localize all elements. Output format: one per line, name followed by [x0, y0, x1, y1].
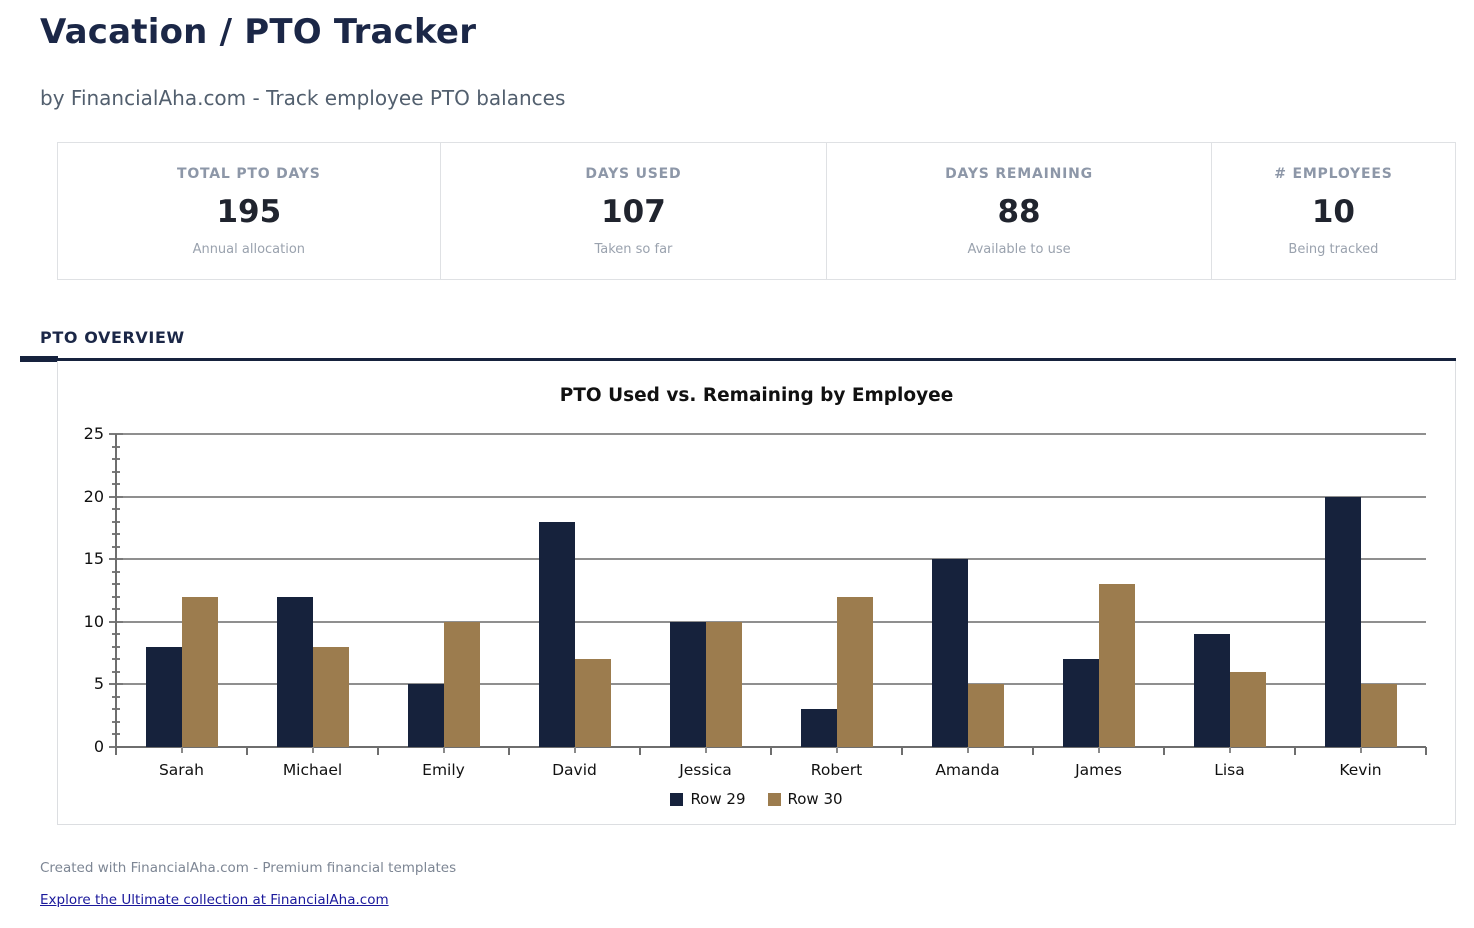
stat-label: # EMPLOYEES: [1274, 165, 1393, 182]
bar-row-30-robert: [836, 596, 873, 747]
bar-row-30-kevin: [1360, 684, 1397, 747]
y-axis-tick-label: 15: [83, 549, 104, 569]
bar-row-29-kevin: [1324, 496, 1361, 747]
gridline-y-20: [116, 495, 1426, 498]
stats-row: TOTAL PTO DAYS 195 Annual allocation DAY…: [57, 142, 1456, 280]
stat-value: 88: [997, 193, 1041, 230]
bar-chart-plot-area: 0 5 10 15 20 25 Sarah Michael Emily David Jessica R…: [84, 424, 1427, 779]
section-divider-accent: [20, 356, 58, 362]
legend-label: Row 29: [690, 790, 746, 808]
x-center-tick: [704, 747, 707, 753]
pto-chart-panel: PTO Used vs. Remaining by Employee 0 5 10 1…: [57, 361, 1456, 825]
x-boundary-tick: [901, 747, 903, 755]
x-axis-category-label: Amanda: [935, 761, 1000, 779]
x-boundary-tick: [1032, 747, 1034, 755]
x-axis-category-label: Emily: [422, 761, 465, 779]
stat-label: DAYS REMAINING: [945, 165, 1093, 182]
x-center-tick: [835, 747, 838, 753]
x-boundary-tick: [1163, 747, 1165, 755]
stat-sublabel: Annual allocation: [192, 241, 306, 257]
legend-item-row-29: Row 29: [670, 790, 746, 808]
gridline-y-5: [116, 683, 1426, 686]
bar-row-30-amanda: [967, 684, 1004, 747]
legend-label: Row 30: [787, 790, 843, 808]
stat-card-employee-count: # EMPLOYEES 10 Being tracked: [1210, 142, 1456, 280]
x-boundary-tick: [1425, 747, 1427, 755]
legend-swatch-icon: [767, 792, 781, 806]
stat-sublabel: Available to use: [967, 241, 1071, 257]
x-boundary-tick: [115, 747, 117, 755]
chart-title: PTO Used vs. Remaining by Employee: [559, 385, 954, 406]
x-boundary-tick: [770, 747, 772, 755]
stat-value: 195: [216, 193, 282, 230]
x-axis-category-label: Robert: [810, 761, 863, 779]
x-boundary-tick: [246, 747, 248, 755]
bar-row-30-michael: [312, 646, 349, 747]
chart-legend: Row 29 Row 30: [58, 790, 1455, 808]
x-boundary-tick: [508, 747, 510, 755]
stat-value: 107: [601, 193, 666, 230]
bar-row-29-amanda: [931, 559, 968, 747]
stat-sublabel: Taken so far: [594, 241, 673, 257]
gridline-y-15: [116, 558, 1426, 561]
bar-row-30-jessica: [705, 621, 742, 747]
x-center-tick: [180, 747, 183, 753]
x-axis-category-label: Lisa: [1214, 761, 1245, 779]
bar-row-30-lisa: [1229, 671, 1266, 747]
bar-row-29-lisa: [1193, 634, 1230, 747]
stat-card-days-remaining: DAYS REMAINING 88 Available to use: [826, 142, 1211, 280]
stat-value: 10: [1311, 193, 1355, 230]
x-center-tick: [966, 747, 969, 753]
bar-row-30-david: [574, 659, 611, 747]
footer-note: Created with FinancialAha.com - Premium …: [40, 860, 457, 876]
bar-row-30-sarah: [181, 596, 218, 747]
page-title: Vacation / PTO Tracker: [40, 12, 477, 52]
x-boundary-tick: [1294, 747, 1296, 755]
y-axis-tick-label: 25: [83, 424, 104, 443]
stat-sublabel: Being tracked: [1288, 241, 1379, 257]
y-axis-tick-label: 20: [83, 486, 104, 506]
footer-link[interactable]: Explore the Ultimate collection at Finan…: [40, 892, 389, 908]
section-heading-pto-overview: PTO OVERVIEW: [40, 328, 185, 347]
x-axis-category-label: Kevin: [1339, 761, 1382, 779]
bar-row-29-emily: [407, 684, 444, 747]
x-boundary-tick: [639, 747, 641, 755]
page-subtitle: by FinancialAha.com - Track employee PTO…: [40, 86, 566, 110]
stat-card-days-used: DAYS USED 107 Taken so far: [439, 142, 827, 280]
x-center-tick: [1359, 747, 1362, 753]
y-axis-tick-label: 0: [93, 737, 104, 756]
section-divider: [20, 358, 1456, 361]
stat-card-total-pto-days: TOTAL PTO DAYS 195 Annual allocation: [57, 142, 440, 280]
y-axis-tick-label: 5: [93, 674, 104, 694]
x-center-tick: [311, 747, 314, 753]
x-axis-category-label: Michael: [282, 761, 343, 779]
gridline-y-25: [116, 433, 1426, 435]
bar-row-29-sarah: [145, 646, 182, 747]
x-center-tick: [573, 747, 576, 753]
legend-swatch-icon: [670, 792, 684, 806]
gridline-y-10: [116, 620, 1426, 623]
y-axis-tick-label: 10: [83, 611, 104, 631]
bar-row-30-james: [1098, 584, 1135, 747]
stat-label: DAYS USED: [585, 165, 682, 182]
bar-row-29-michael: [276, 596, 313, 747]
y-axis-line: [115, 434, 117, 755]
x-center-tick: [1228, 747, 1231, 753]
x-center-tick: [442, 747, 445, 753]
x-center-tick: [1097, 747, 1100, 753]
x-boundary-tick: [377, 747, 379, 755]
bar-row-29-david: [538, 521, 575, 747]
bar-row-29-robert: [800, 709, 837, 747]
bar-row-29-jessica: [669, 621, 706, 747]
bar-row-29-james: [1062, 659, 1099, 747]
x-axis-category-label: Jessica: [679, 761, 732, 779]
legend-item-row-30: Row 30: [767, 790, 843, 808]
x-axis-category-label: James: [1075, 761, 1122, 779]
x-axis-category-label: David: [552, 761, 597, 779]
x-axis-category-label: Sarah: [158, 761, 205, 779]
stat-label: TOTAL PTO DAYS: [176, 165, 321, 182]
bar-row-30-emily: [443, 621, 480, 747]
